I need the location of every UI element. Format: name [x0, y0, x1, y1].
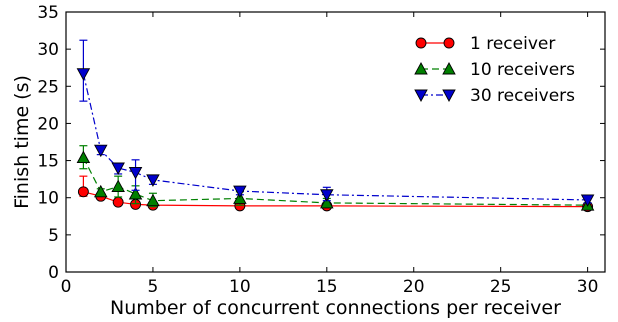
data-point — [76, 150, 91, 164]
plot-frame — [65, 11, 606, 273]
data-point — [94, 184, 108, 198]
data-point — [128, 187, 143, 200]
data-point — [112, 196, 124, 208]
x-tick-label: 30 — [577, 277, 599, 297]
data-point — [128, 167, 143, 180]
legend-marker — [442, 62, 456, 75]
y-tick-label: 35 — [37, 3, 59, 23]
legend-label-10-receivers: 10 receivers — [470, 60, 575, 80]
data-point — [111, 162, 125, 175]
x-tick-label: 10 — [229, 277, 251, 297]
legend-marker — [442, 89, 456, 102]
series-line — [82, 157, 588, 206]
legend-label-1-receiver: 1 receiver — [470, 34, 555, 54]
legend-marker — [414, 89, 428, 102]
legend-marker — [443, 37, 455, 49]
data-point — [320, 189, 334, 202]
data-point — [111, 179, 125, 193]
legend-sample-1-receiver — [415, 37, 455, 49]
series-30-receivers — [76, 39, 595, 207]
data-point — [580, 194, 595, 207]
data-point — [77, 186, 89, 198]
x-tick-label: 25 — [490, 277, 512, 297]
y-axis: 0 5 10 15 20 25 30 35 — [37, 3, 605, 283]
y-tick-label: 5 — [48, 226, 59, 246]
legend-sample-30-receivers — [414, 89, 456, 102]
data-point — [320, 195, 334, 209]
legend: 1 receiver 10 receivers 30 receivers — [414, 34, 575, 106]
legend-item-10-receivers: 10 receivers — [414, 60, 575, 80]
data-point — [233, 185, 247, 198]
x-tick-label: 5 — [148, 277, 159, 297]
y-tick-label: 25 — [37, 77, 59, 97]
x-axis-title: Number of concurrent connections per rec… — [110, 297, 561, 319]
legend-item-1-receiver: 1 receiver — [415, 34, 555, 54]
plot-area — [65, 11, 606, 273]
x-tick-label: 0 — [61, 277, 72, 297]
y-tick-label: 30 — [37, 40, 59, 60]
legend-item-30-receivers: 30 receivers — [414, 86, 575, 106]
data-point — [146, 193, 160, 207]
y-tick-label: 15 — [37, 152, 59, 172]
series-layer — [76, 39, 595, 213]
y-tick-label: 20 — [37, 114, 59, 134]
y-axis-title: Finish time (s) — [11, 75, 33, 209]
data-point — [76, 68, 91, 81]
legend-label-30-receivers: 30 receivers — [470, 86, 575, 106]
y-tick-label: 0 — [48, 263, 59, 283]
x-tick-label: 15 — [316, 277, 338, 297]
legend-sample-10-receivers — [414, 62, 456, 75]
series-line — [82, 73, 588, 201]
y-tick-label: 10 — [37, 189, 59, 209]
legend-marker — [415, 37, 427, 49]
x-tick-label: 20 — [403, 277, 425, 297]
x-axis: 0 5 10 15 20 25 30 — [61, 12, 599, 297]
legend-marker — [414, 62, 428, 75]
data-point — [94, 144, 108, 158]
data-point — [146, 174, 160, 187]
